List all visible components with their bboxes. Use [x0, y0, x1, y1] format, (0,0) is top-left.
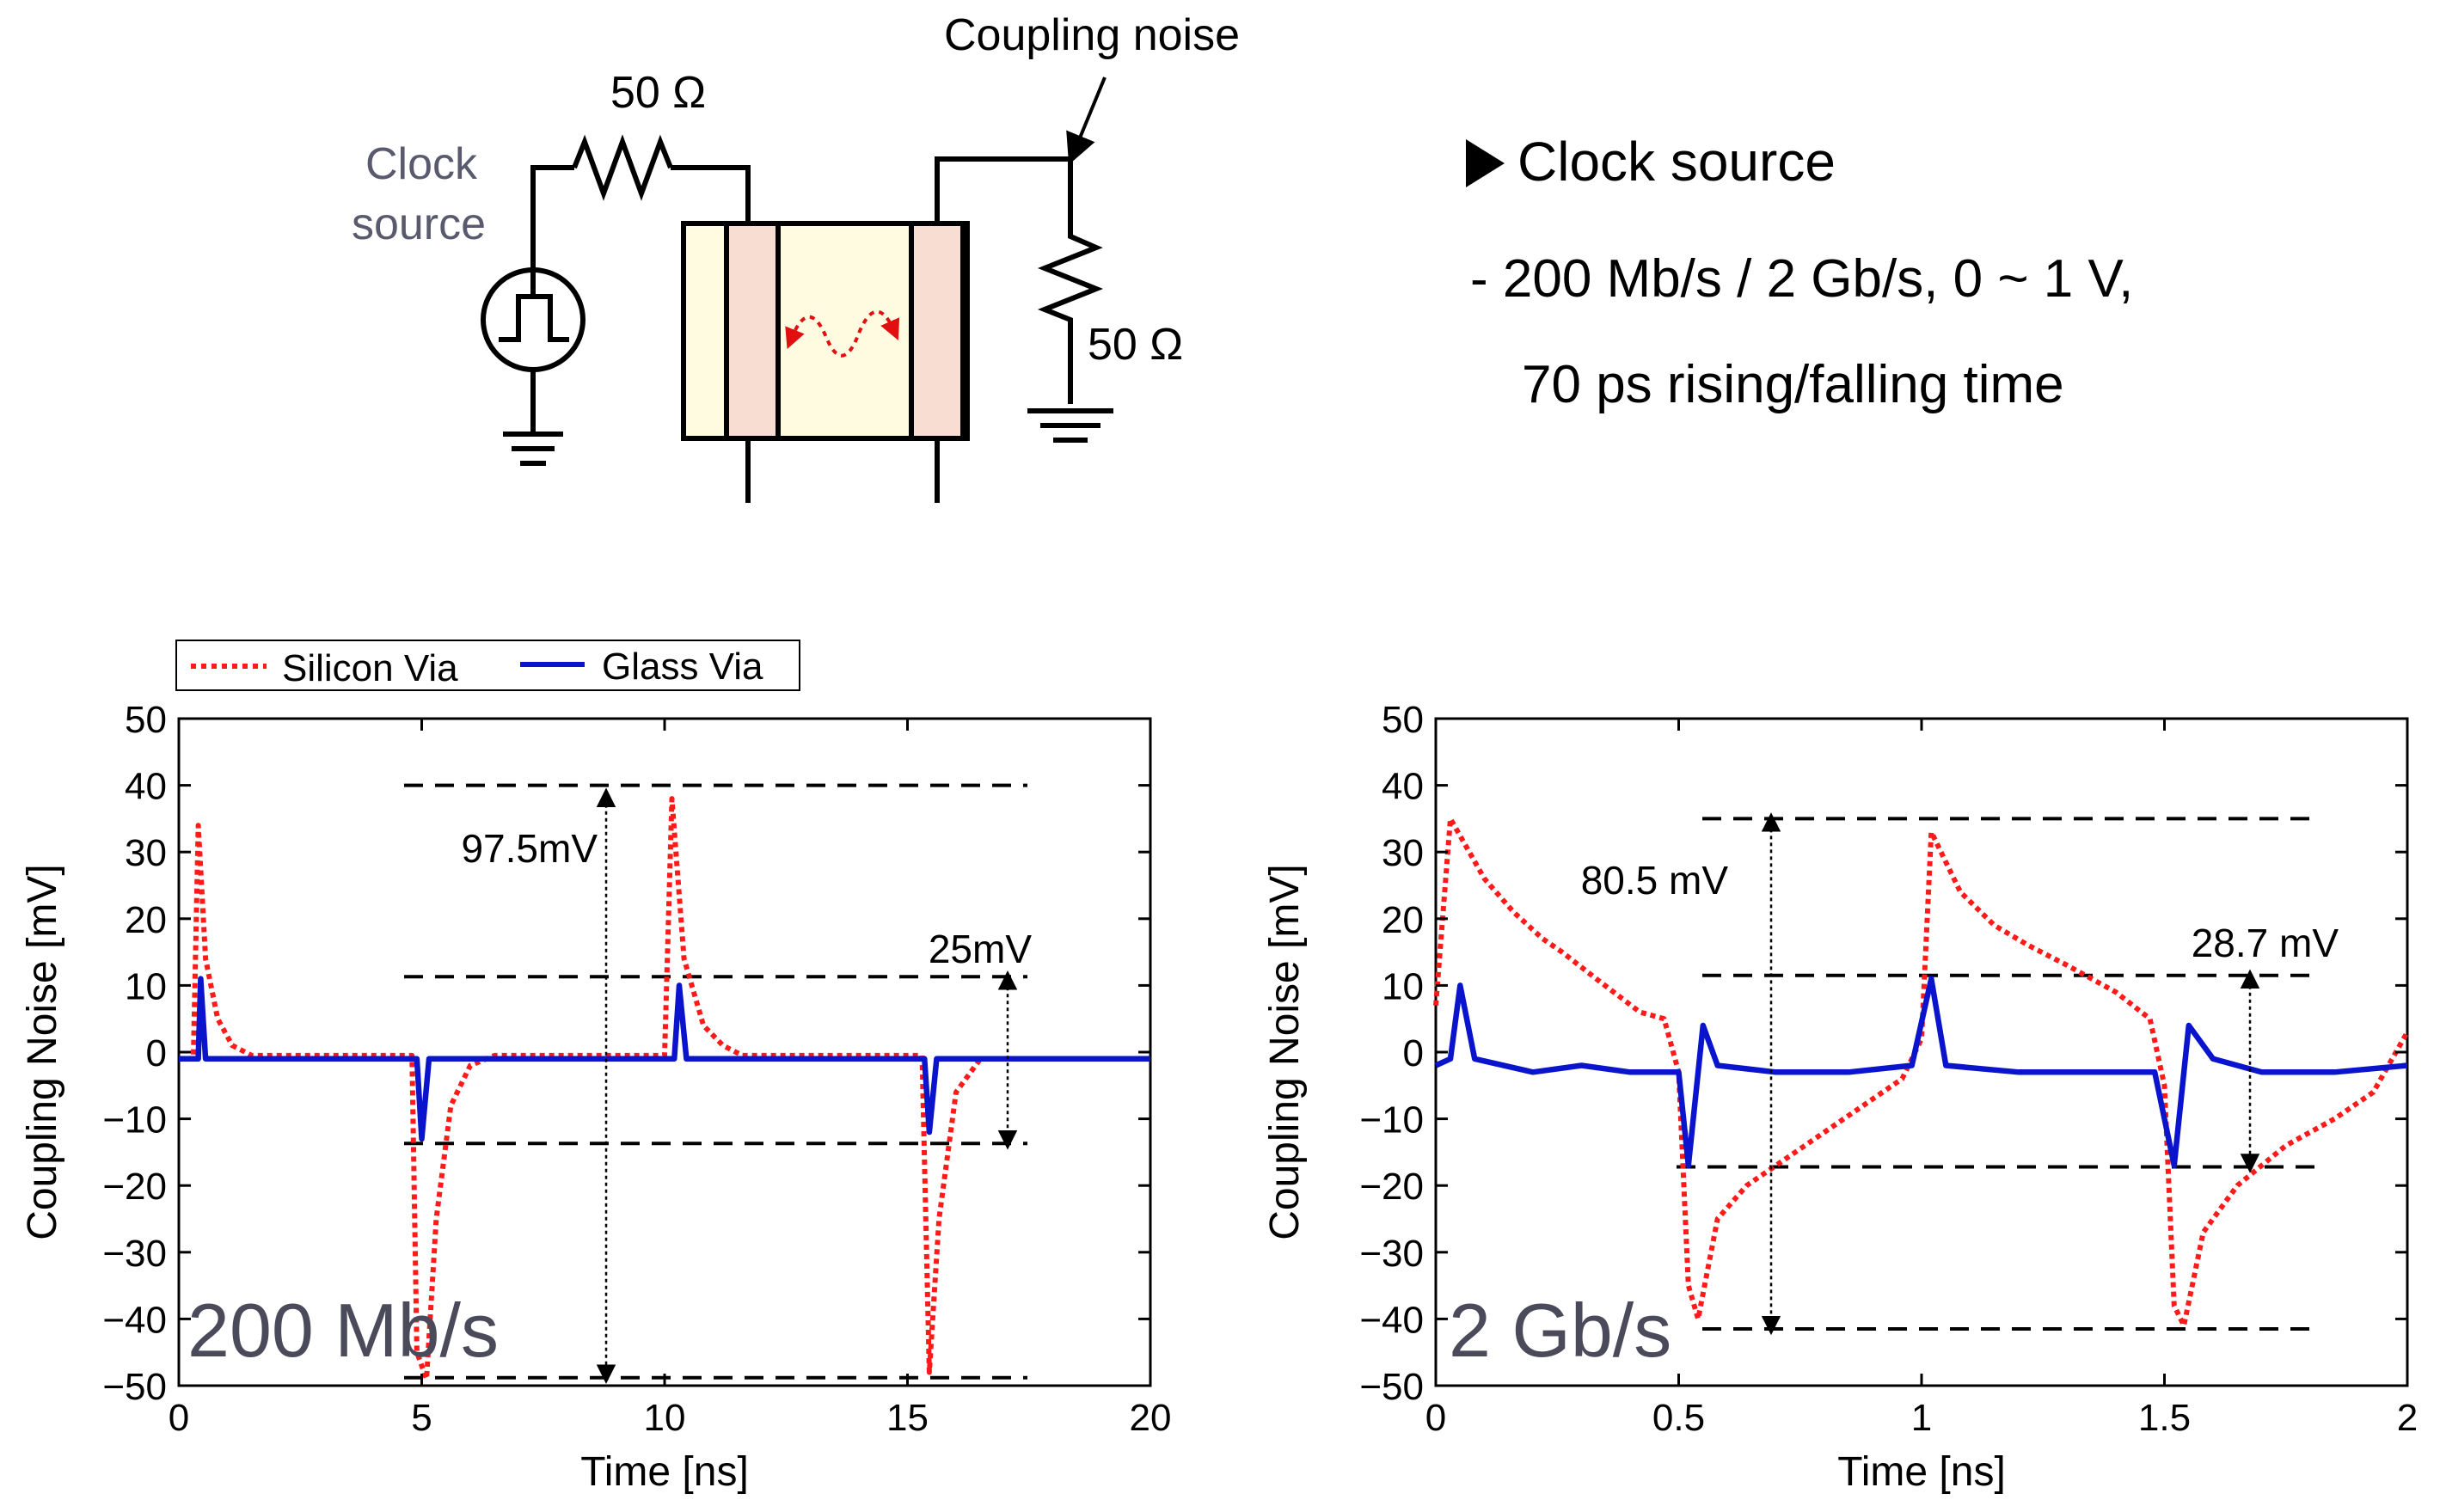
right-via: [909, 221, 966, 441]
y-tick-label: 10: [125, 965, 167, 1007]
axis-ticks: [1434, 717, 2409, 1387]
y-tick-labels: 50 40 30 20 10 0 −10 −20 −30 −40 −50: [102, 699, 167, 1408]
reference-lines: [1677, 817, 2321, 1331]
x-tick-label: 2: [2397, 1397, 2418, 1439]
reference-lines: [404, 783, 1027, 1380]
y-tick-label: 40: [1382, 766, 1424, 808]
spec-line-1: - 200 Mb/s / 2 Gb/s, 0 ~ 1 V,: [1470, 249, 2133, 309]
chart-2gbps: 50 40 30 20 10 0 −10 −20 −30 −40 −50 0 0.5 1 1.5 2 80.…: [1262, 699, 2418, 1495]
x-tick-label: 0.5: [1652, 1397, 1705, 1439]
circuit-diagram: [481, 77, 1113, 503]
plot-frame: [177, 717, 1152, 1387]
measurement-label: 28.7 mV: [2192, 921, 2339, 965]
x-tick-label: 15: [886, 1397, 929, 1439]
y-axis-label: Coupling Noise [mV]: [1262, 864, 1308, 1240]
y-tick-label: −20: [102, 1166, 167, 1208]
x-tick-label: 0: [1425, 1397, 1446, 1439]
measurement-label: 80.5 mV: [1581, 858, 1729, 903]
y-tick-labels: 50 40 30 20 10 0 −10 −20 −30 −40 −50: [1359, 699, 1424, 1408]
glass-via-line: [1434, 976, 2408, 1169]
top-resistor-label: 50 Ω: [610, 68, 706, 118]
chart-legend: Silicon Via Glass Via: [175, 640, 800, 691]
spec-heading: Clock source: [1517, 131, 1836, 193]
x-tick-labels: 0 5 10 15 20: [169, 1397, 1172, 1439]
y-tick-label: 0: [146, 1032, 167, 1074]
rate-label: 200 Mb/s: [187, 1288, 499, 1373]
x-tick-label: 10: [644, 1397, 686, 1439]
axis-ticks: [177, 717, 1152, 1387]
y-tick-label: −30: [1359, 1233, 1424, 1275]
series-layer: [1433, 816, 2410, 1329]
load-resistor-label: 50 Ω: [1088, 320, 1183, 370]
y-tick-label: −40: [102, 1299, 167, 1341]
y-tick-label: −10: [102, 1099, 167, 1142]
coupling-pointer: [1066, 77, 1107, 165]
annotations: 97.5mV 25mV: [461, 787, 1032, 1384]
x-tick-label: 1: [1911, 1397, 1932, 1439]
source-wire: [530, 165, 574, 297]
top-right-wire: [671, 165, 751, 223]
x-tick-labels: 0 0.5 1 1.5 2: [1425, 1397, 2418, 1439]
y-axis-label: Coupling Noise [mV]: [20, 864, 65, 1240]
y-tick-label: 50: [1382, 699, 1424, 741]
x-axis-label: Time [ns]: [580, 1449, 749, 1495]
chart-200mbps: 50 40 30 20 10 0 −10 −20 −30 −40 −50 0 5 10 15 20 97.5…: [20, 699, 1171, 1495]
legend-silicon-label: Silicon Via: [282, 647, 458, 689]
x-axis-label: Time [ns]: [1837, 1449, 2006, 1495]
y-tick-label: 40: [125, 766, 167, 808]
legend-glass-label: Glass Via: [602, 646, 763, 688]
x-tick-label: 20: [1130, 1397, 1172, 1439]
silicon-via-line: [179, 796, 1150, 1382]
x-tick-label: 0: [169, 1397, 189, 1439]
y-tick-label: −40: [1359, 1299, 1424, 1341]
x-tick-label: 1.5: [2138, 1397, 2191, 1439]
source-ground-symbol: [503, 432, 563, 466]
load-ground-symbol: [1027, 408, 1113, 443]
y-tick-label: −10: [1359, 1099, 1424, 1142]
x-tick-label: 5: [411, 1397, 432, 1439]
y-tick-label: −30: [102, 1233, 167, 1275]
annotations: 80.5 mV 28.7 mV: [1581, 812, 2339, 1336]
legend-box: [175, 640, 800, 691]
clock-source-label-line1: Clock: [365, 139, 478, 189]
top-resistor: [572, 134, 673, 201]
bullet-triangle-icon: [1466, 139, 1505, 187]
coupling-noise-label: Coupling noise: [944, 10, 1240, 60]
y-tick-label: 20: [125, 899, 167, 941]
y-tick-label: 50: [125, 699, 167, 741]
y-tick-label: 30: [1382, 832, 1424, 874]
y-tick-label: −20: [1359, 1166, 1424, 1208]
rate-label: 2 Gb/s: [1449, 1288, 1671, 1373]
y-tick-label: −50: [102, 1366, 167, 1408]
y-tick-label: 0: [1403, 1032, 1424, 1074]
load-resistor: [1037, 223, 1104, 404]
clock-source-label-line2: source: [352, 199, 486, 249]
clock-pulse-symbol: [499, 294, 569, 342]
y-tick-label: 30: [125, 832, 167, 874]
left-via: [724, 221, 781, 441]
y-tick-label: 10: [1382, 965, 1424, 1007]
right-output-wire: [935, 156, 1073, 223]
series-layer: [179, 796, 1150, 1382]
y-tick-label: −50: [1359, 1366, 1424, 1408]
measurement-label: 25mV: [929, 927, 1032, 971]
y-tick-label: 20: [1382, 899, 1424, 941]
spec-line-2: 70 ps rising/falling time: [1522, 355, 2064, 414]
measurement-label: 97.5mV: [461, 826, 598, 871]
glass-via-line: [179, 976, 1150, 1142]
silicon-via-line: [1433, 816, 2410, 1329]
